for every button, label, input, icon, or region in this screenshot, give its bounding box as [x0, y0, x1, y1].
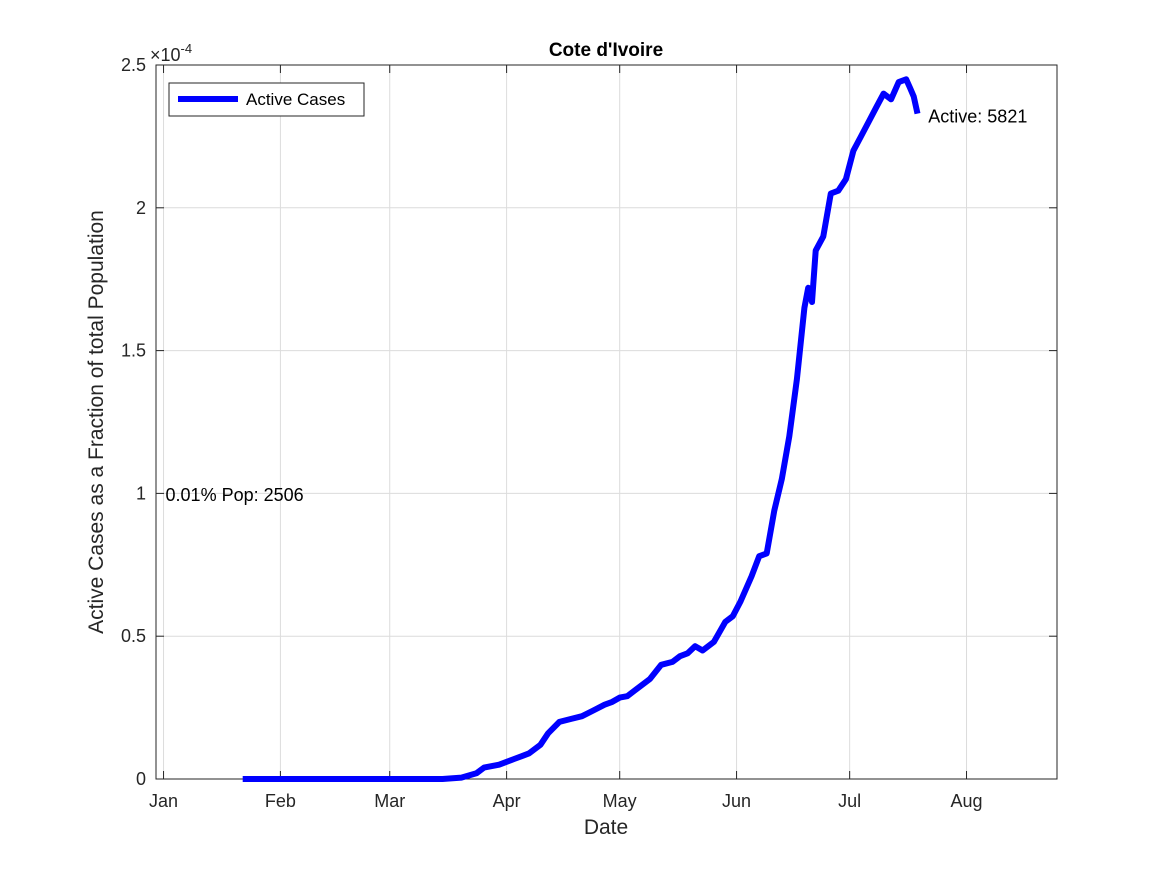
y-tick-label: 2.5: [121, 55, 146, 75]
y-axis-label: Active Cases as a Fraction of total Popu…: [85, 210, 108, 634]
x-tick-label: Apr: [493, 791, 521, 811]
y-tick-label: 0.5: [121, 626, 146, 646]
x-tick-label: Feb: [265, 791, 296, 811]
x-tick-labels: Jan Feb Mar Apr May Jun Jul Aug: [149, 791, 983, 811]
y-tick-label: 1: [136, 483, 146, 503]
x-tick-label: Jan: [149, 791, 178, 811]
annotation-active-count: Active: 5821: [928, 106, 1027, 126]
x-tick-label: Aug: [951, 791, 983, 811]
plot-area: [156, 65, 1057, 779]
x-tick-label: Jun: [722, 791, 751, 811]
legend-label-active-cases: Active Cases: [246, 90, 345, 109]
series-line-active-cases: [242, 76, 921, 782]
x-tick-label: Mar: [374, 791, 405, 811]
chart-title: Cote d'Ivoire: [549, 40, 663, 61]
x-tick-label: Jul: [838, 791, 861, 811]
annotation-population-threshold: 0.01% Pop: 2506: [166, 485, 304, 505]
y-tick-label: 2: [136, 198, 146, 218]
x-axis-label: Date: [584, 816, 628, 839]
axes-box: [155, 64, 1058, 780]
x-tick-label: May: [603, 791, 637, 811]
y-tick-labels: 0 0.5 1 1.5 2 2.5: [121, 55, 146, 789]
y-tick-label: 1.5: [121, 341, 146, 361]
y-exponent-label: ×10-4: [150, 41, 192, 65]
y-tick-label: 0: [136, 769, 146, 789]
legend: Active Cases: [168, 82, 365, 117]
